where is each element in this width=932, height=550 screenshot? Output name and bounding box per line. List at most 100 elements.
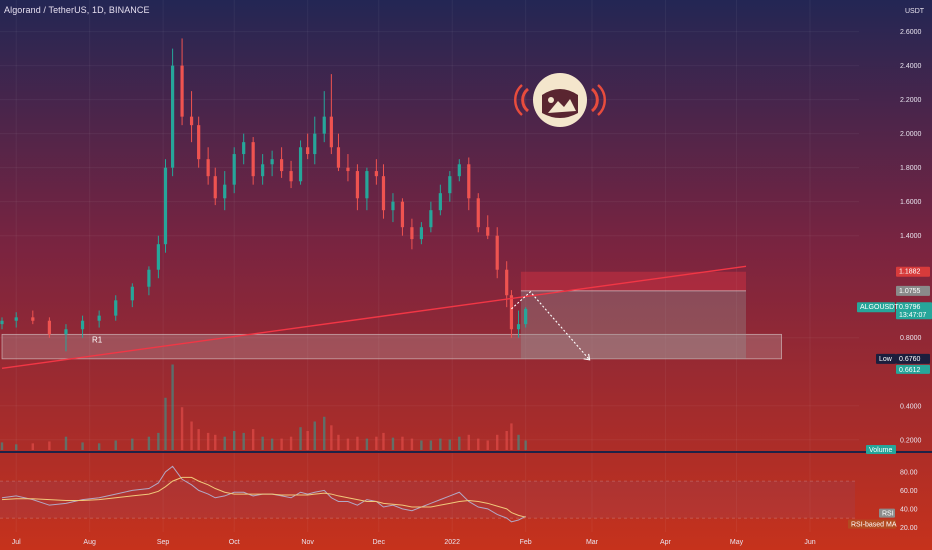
candle-body: [336, 147, 341, 168]
entry-tag-value: 1.0755: [899, 288, 921, 295]
candle-body: [438, 193, 442, 211]
volume-bar: [214, 434, 217, 450]
volume-bar: [458, 436, 461, 450]
candle-body: [31, 317, 35, 321]
volume-bar: [131, 438, 134, 450]
time-tick-label: Sep: [157, 539, 170, 546]
candle-body: [467, 164, 471, 199]
volume-bar: [223, 436, 226, 450]
volume-bar: [346, 438, 350, 450]
candle-body: [410, 227, 414, 240]
price-tick-label: 2.0000: [900, 131, 922, 138]
candle-body: [457, 164, 461, 177]
candle-body: [365, 171, 369, 199]
volume-bar: [15, 444, 18, 450]
volume-bar: [382, 432, 385, 450]
volume-bar: [467, 434, 470, 450]
volume-bar: [251, 429, 255, 450]
rsi-tick-label: 60.00: [900, 488, 918, 495]
volume-bar: [524, 440, 527, 450]
volume-bar: [147, 436, 151, 450]
candle-body: [97, 315, 101, 321]
candle-body: [306, 147, 310, 155]
high-tag: 1.1882: [896, 266, 930, 277]
support-zone-label: R1: [92, 335, 103, 344]
extra-tag-bg: [896, 364, 930, 374]
volume-bar: [517, 434, 520, 450]
candle-body: [171, 65, 175, 168]
volume-bar: [190, 421, 193, 450]
candle-body: [391, 201, 395, 211]
candle-body: [495, 235, 499, 270]
candle-body: [180, 65, 184, 117]
last-price-countdown: 13:47:07: [899, 312, 926, 319]
eye-icon: [548, 97, 554, 103]
time-tick-label: Oct: [229, 539, 240, 546]
symbol-tag-label: ALGOUSDT: [860, 304, 899, 311]
volume-bar: [356, 436, 359, 450]
price-tick-label: 0.2000: [900, 437, 922, 444]
extra-tag-value: 0.6612: [899, 367, 921, 374]
volume-bar: [171, 364, 174, 450]
signal-left-icon: [521, 87, 530, 113]
candle-body: [223, 184, 227, 199]
trendline: [1, 265, 747, 370]
candle-body: [197, 125, 201, 160]
drawings: [1, 265, 747, 370]
time-tick-label: Jul: [12, 539, 21, 546]
chart-title: Algorand / TetherUS, 1D, BINANCE: [4, 5, 150, 15]
volume-tag: Volume: [866, 445, 896, 454]
candle-body: [346, 167, 350, 172]
price-tick-label: 2.4000: [900, 63, 922, 70]
candle-body: [429, 210, 433, 228]
candle-body: [329, 116, 333, 148]
candle-body: [0, 320, 4, 325]
position-target-zone: [520, 290, 747, 359]
candle-body: [270, 159, 274, 165]
candle-body: [509, 295, 514, 330]
high-tag-value: 1.1882: [899, 269, 921, 276]
time-tick-label: Aug: [83, 539, 96, 546]
volume-bar: [289, 436, 293, 450]
high-tag-bg: [896, 266, 930, 277]
price-candles: [0, 38, 528, 352]
rsi-tag-label: RSI: [882, 511, 894, 518]
time-tick-label: Jun: [804, 539, 815, 546]
candle-body: [242, 142, 246, 155]
volume-bar: [510, 423, 513, 450]
volume-bar: [429, 440, 433, 450]
price-axis-unit: USDT: [905, 8, 925, 15]
volume-bar: [31, 443, 35, 450]
volume-bar: [64, 436, 68, 450]
candle-body: [130, 286, 134, 301]
candle-body: [381, 176, 386, 211]
time-tick-label: Feb: [520, 539, 532, 546]
rsi-tag: RSI: [879, 508, 895, 518]
candle-body: [313, 133, 317, 155]
candle-body: [374, 171, 378, 177]
volume-bar: [233, 431, 236, 450]
mountain-icon: [548, 99, 576, 113]
candle-body: [80, 320, 85, 330]
volume-bar: [270, 438, 274, 450]
candle-body: [14, 317, 18, 321]
volume-bar: [505, 431, 508, 450]
low-value-tag-bg: [896, 353, 930, 364]
entry-tag-bg: [896, 285, 930, 296]
candle-body: [289, 171, 293, 182]
low-tag-value: 0.6760: [899, 356, 921, 363]
candle-body: [298, 147, 303, 182]
volume-bar: [197, 429, 200, 450]
time-tick-label: May: [730, 539, 744, 546]
candle-body: [213, 176, 217, 199]
volume-bar: [306, 431, 309, 450]
price-tick-label: 0.4000: [900, 403, 922, 410]
support-zone: [1, 333, 782, 360]
time-tick-label: Nov: [301, 539, 314, 546]
volume-bar: [391, 437, 395, 450]
symbol-tag-bg: [857, 302, 895, 313]
price-tick-label: 1.8000: [900, 165, 922, 172]
